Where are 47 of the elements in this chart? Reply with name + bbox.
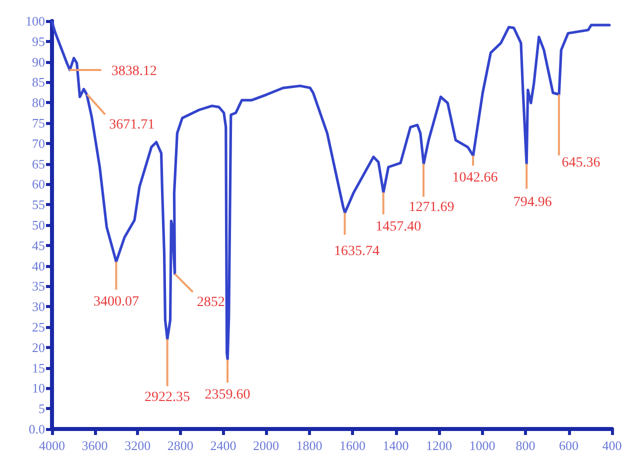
y-tick-label: 95	[32, 34, 45, 49]
y-tick-label: 75	[32, 116, 45, 130]
annotation: 1042.66	[452, 170, 498, 186]
annotation: 2922.35	[144, 390, 190, 406]
annotation: 645.36	[562, 155, 600, 170]
y-tick-label: 90	[32, 54, 45, 70]
annotation: 3671.71	[109, 117, 155, 132]
x-tick-label: 400	[602, 438, 622, 453]
y-tick-label: 20	[32, 340, 45, 355]
y-tick-label: 45	[32, 238, 45, 253]
y-tick-label: 5	[38, 401, 45, 416]
x-tick-label: 2800	[167, 438, 194, 453]
x-tick-label: 1600	[340, 438, 366, 453]
y-tick-label: 30	[32, 299, 45, 314]
annotation: 2359.60	[204, 388, 250, 403]
x-tick-label: 600	[559, 438, 578, 453]
y-tick-label: 70	[32, 136, 45, 151]
y-tick-label: 50	[32, 218, 45, 232]
y-tick-label: 100	[26, 14, 45, 28]
x-tick-label: 2400	[210, 438, 236, 453]
y-tick-label: 25	[32, 320, 45, 334]
y-tick-label: 65	[32, 156, 45, 172]
x-tick-label: 1400	[382, 438, 409, 453]
y-tick-label: 40	[32, 258, 45, 274]
annotation: 1635.74	[334, 244, 380, 259]
y-tick-label: 0.0	[28, 422, 45, 436]
x-tick-label: 2000	[253, 438, 279, 453]
annotation: 794.96	[513, 194, 552, 210]
y-tick-label: 15	[32, 360, 45, 376]
x-tick-label: 800	[516, 438, 536, 453]
y-tick-label: 85	[32, 74, 45, 90]
x-tick-label: 3600	[82, 438, 108, 453]
y-tick-label: 35	[32, 278, 45, 294]
annotation: 3838.12	[111, 64, 157, 79]
x-tick-label: 4000	[39, 438, 65, 453]
y-tick-label: 10	[32, 380, 45, 396]
annotation: 3400.07	[93, 294, 139, 310]
x-tick-label: 3200	[124, 438, 151, 453]
annotation: 1457.40	[376, 219, 422, 234]
y-tick-label: 80	[32, 95, 45, 110]
x-tick-label: 1800	[296, 438, 322, 453]
x-tick-label: 1200	[426, 438, 452, 453]
y-tick-label: 55	[32, 197, 45, 212]
y-tick-label: 60	[32, 176, 45, 192]
annotation: 2852	[196, 294, 225, 310]
annotation: 1271.69	[408, 200, 454, 215]
x-tick-label: 1000	[469, 438, 496, 453]
